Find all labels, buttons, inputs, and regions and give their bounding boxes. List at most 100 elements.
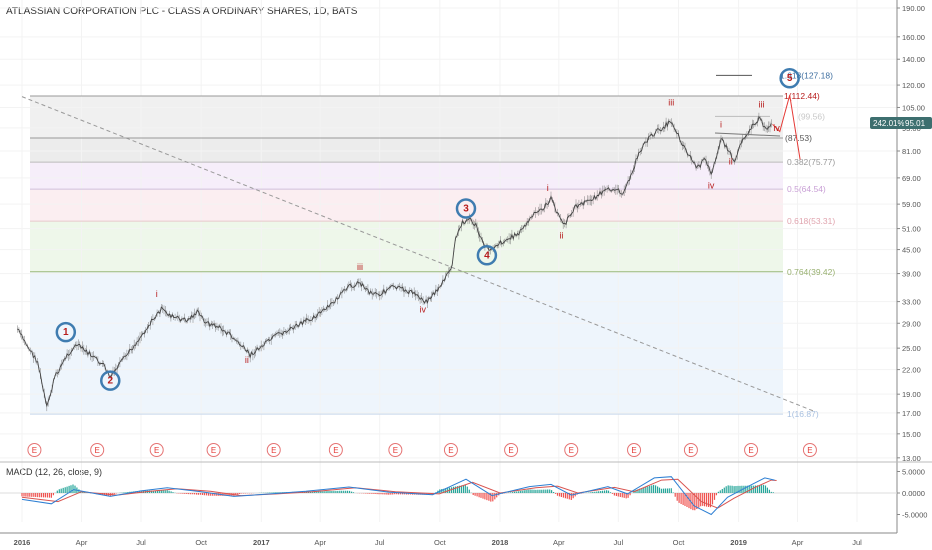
wave-label-14: iii	[759, 99, 765, 109]
wave-label-10: iii	[668, 98, 674, 108]
wave-label-8: i	[547, 183, 549, 193]
wave-label-11: iv	[708, 180, 715, 190]
x-tick-label-13: Apr	[792, 538, 804, 547]
wave-label-9: ii	[559, 230, 563, 240]
fib-level-label-3: (99.56)	[798, 111, 825, 121]
chart-title: ATLASSIAN CORPORATION PLC - CLASS A ORDI…	[6, 6, 358, 17]
earnings-marker-label-6: E	[393, 446, 398, 455]
x-tick-label-4: 2017	[253, 538, 270, 547]
x-tick-label-14: Jul	[852, 538, 862, 547]
wave-circle-3	[455, 198, 477, 219]
wave-label-6: 3	[463, 203, 469, 214]
earnings-marker-7	[443, 443, 458, 457]
earnings-marker-10	[627, 443, 642, 457]
y-tick-label-11: 39.00	[902, 270, 921, 279]
earnings-marker-6	[388, 443, 403, 457]
x-tick-label-5: Apr	[314, 538, 326, 547]
wave-circle-5	[779, 67, 800, 89]
earnings-marker-label-10: E	[631, 446, 636, 455]
earnings-marker-label-8: E	[508, 446, 513, 455]
y-tick-label-4: 105.00	[902, 103, 925, 112]
macd-histogram-negative	[21, 493, 717, 511]
wave-label-0: 1	[63, 327, 69, 338]
x-tick-label-9: Apr	[553, 538, 565, 547]
earnings-marker-12	[744, 443, 759, 457]
x-tick-label-11: Oct	[673, 538, 686, 547]
projection-path	[714, 95, 801, 160]
x-tick-label-0: 2016	[14, 538, 31, 547]
fib-level-label-1: 1(112.44)	[784, 91, 820, 101]
y-tick-label-15: 22.00	[902, 366, 921, 375]
y-tick-label-13: 29.00	[902, 319, 921, 328]
earnings-marker-label-5: E	[333, 446, 338, 455]
macd-pane: 5.0000 0.0000 -5.0000	[0, 468, 927, 520]
earnings-marker-3	[206, 443, 221, 457]
fib-band-5	[30, 271, 783, 415]
macd-y-tick-label-2: -5.0000	[902, 511, 927, 520]
x-tick-label-6: Jul	[375, 538, 385, 547]
y-tick-label-18: 15.00	[902, 430, 921, 439]
macd-indicator-title: MACD (12, 26, close, 9)	[6, 467, 103, 477]
x-tick-label-8: 2018	[492, 538, 509, 547]
earnings-marker-label-3: E	[211, 446, 216, 455]
x-tick-label-1: Apr	[76, 538, 88, 547]
fib-level-label-2: (87.53)	[785, 133, 812, 143]
price-badge-value-box	[904, 117, 932, 129]
macd-signal-line	[21, 478, 777, 509]
wave-label-15: iv	[773, 123, 780, 133]
projection-baseline	[714, 132, 781, 137]
earnings-marker-4	[266, 443, 281, 457]
dashed-trendline	[21, 96, 814, 412]
wave-label-16: 5	[787, 73, 793, 84]
price-badge-box	[870, 117, 908, 129]
projection-line	[772, 95, 801, 160]
y-tick-label-10: 45.00	[902, 246, 921, 255]
y-tick-label-12: 33.00	[902, 298, 921, 307]
wave-label-12: i	[720, 119, 722, 129]
y-tick-label-16: 19.00	[902, 390, 921, 399]
fib-band-3	[30, 189, 783, 222]
earnings-marker-5	[328, 443, 343, 457]
earnings-marker-label-7: E	[448, 446, 453, 455]
wave-label-2: i	[156, 289, 158, 299]
wave-label-13: ii	[729, 157, 733, 167]
price-badge-value: 95.01	[905, 119, 926, 128]
earnings-marker-0	[27, 443, 42, 457]
y-tick-label-19: 13.00	[902, 454, 921, 463]
y-tick-label-8: 59.00	[902, 200, 921, 209]
earnings-marker-label-9: E	[569, 446, 574, 455]
fib-band-2	[30, 162, 783, 190]
wave-label-1: 2	[107, 376, 113, 387]
macd-line	[21, 476, 775, 516]
wave-circle-1	[55, 321, 77, 343]
wave-label-3: ii	[245, 355, 249, 365]
earnings-marker-8	[504, 443, 519, 457]
earnings-marker-13	[802, 443, 817, 457]
y-tick-label-2: 140.00	[902, 55, 925, 64]
y-tick-label-7: 69.00	[902, 174, 921, 183]
x-tick-label-2: Jul	[136, 538, 146, 547]
earnings-marker-label-4: E	[271, 446, 276, 455]
wave-label-5: iv	[420, 304, 427, 314]
price-series	[17, 112, 772, 412]
fib-band-1	[30, 137, 783, 163]
earnings-marker-9	[564, 443, 579, 457]
x-tick-label-10: Jul	[614, 538, 624, 547]
y-tick-label-14: 25.00	[902, 344, 921, 353]
earnings-marker-2	[149, 443, 164, 457]
y-tick-label-9: 51.00	[902, 225, 921, 234]
fib-level-label-4: 0.382(75.77)	[787, 157, 835, 167]
y-tick-label-17: 17.00	[902, 409, 921, 418]
macd-y-tick-label-0: 5.0000	[902, 468, 925, 477]
x-tick-label-7: Oct	[434, 538, 447, 547]
wave-label-4: iii	[357, 262, 363, 272]
fib-level-label-7: 0.764(39.42)	[787, 267, 835, 277]
earnings-marker-label-11: E	[688, 446, 693, 455]
wave-circle-4	[476, 245, 498, 266]
fib-level-label-8: 1(16.87)	[787, 409, 819, 419]
y-tick-label-6: 81.00	[902, 147, 921, 156]
earnings-marker-1	[90, 443, 105, 457]
